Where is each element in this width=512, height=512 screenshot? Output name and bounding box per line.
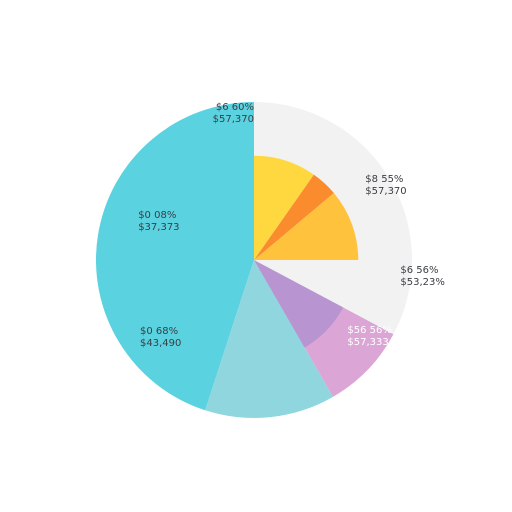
pie-slice-1 xyxy=(95,101,254,411)
pie-slices xyxy=(95,101,413,419)
slice-label-1: $6 60% $57,370 xyxy=(213,102,254,125)
slice-label-3: $0 68% $43,490 xyxy=(140,326,181,349)
slice-label-5: $6 56% $53,23% xyxy=(400,265,445,288)
slice-label-2: $0 08% $37,373 xyxy=(138,210,179,233)
pie-slice-6 xyxy=(254,192,359,260)
pie-slice-8 xyxy=(254,155,314,260)
slice-label-6: $56 56% $57,333 xyxy=(347,325,392,348)
slice-label-4: $8 55% $57,370 xyxy=(365,174,406,197)
pie-slice-2 xyxy=(205,260,333,419)
pie-slice-7 xyxy=(254,174,334,260)
pie-labels: $6 60% $57,370 $0 08% $37,373 $0 68% $43,490 $… xyxy=(138,102,445,349)
